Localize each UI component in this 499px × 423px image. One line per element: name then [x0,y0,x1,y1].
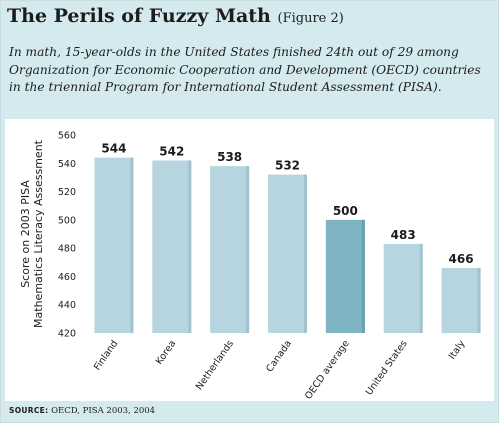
bar-shade [246,166,250,333]
bar [268,174,307,333]
figure-label: (Figure 2) [277,11,344,26]
category-label: Finland [92,338,120,372]
data-label: 483 [391,228,416,242]
category-label: Canada [264,338,294,374]
bar-shade [419,243,423,333]
bar [325,219,365,333]
data-label: 542 [159,144,184,158]
category-label: Netherlands [194,338,236,392]
y-tick-label: 540 [58,159,76,170]
category-label: United States [364,338,410,397]
figure-title: The Perils of Fuzzy Math (Figure 2) [7,5,344,27]
data-label: 466 [449,252,474,266]
bar [94,157,134,333]
bar-chart: Score on 2003 PISAMathematics Literacy A… [19,131,481,401]
figure-subtitle: In math, 15-year-olds in the United Stat… [9,45,481,94]
chart-panel: Score on 2003 PISAMathematics Literacy A… [5,119,494,401]
bar [210,166,250,333]
data-label: 544 [101,142,126,156]
bar [152,160,192,333]
category-label: Italy [447,338,468,362]
y-tick-label: 480 [58,244,76,255]
bar [383,243,423,333]
y-tick-label: 440 [58,300,76,311]
y-axis-label: Score on 2003 PISAMathematics Literacy A… [19,139,45,328]
y-tick-label: 500 [58,215,76,226]
source-label: SOURCE: [9,406,49,415]
source-text: OECD, PISA 2003, 2004 [51,406,156,416]
bar-shade [188,160,192,333]
data-label: 500 [333,204,358,218]
data-label: 532 [275,159,300,173]
bar-shade [304,174,307,333]
y-tick-label: 520 [58,187,76,198]
source-note: SOURCE: OECD, PISA 2003, 2004 [9,406,155,416]
title-text: The Perils of Fuzzy Math [7,5,271,27]
bar-shade [130,157,134,333]
bar-shade [477,267,481,333]
y-axis-label-line: Score on 2003 PISA [19,180,32,288]
y-tick-label: 560 [58,131,76,142]
category-label: Korea [154,338,178,366]
category-label: OECD average [303,338,352,401]
y-tick-label: 460 [58,272,76,283]
y-axis-label-line: Mathematics Literacy Assessment [32,139,45,328]
bar-shade [361,219,365,333]
y-tick-label: 420 [58,329,76,340]
bar [441,267,481,333]
data-label: 538 [217,150,242,164]
